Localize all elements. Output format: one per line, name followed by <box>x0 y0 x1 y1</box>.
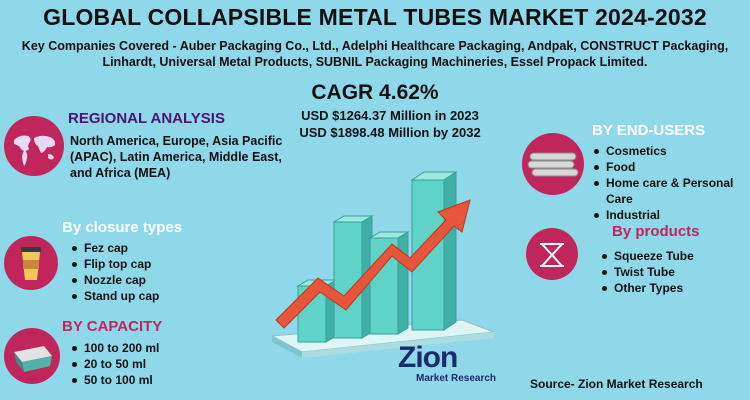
end-users-list: Cosmetics Food Home care & Personal Care… <box>592 143 748 223</box>
usd-2023: USD $1264.37 Million in 2023 <box>301 108 479 123</box>
list-item: Home care & Personal Care <box>592 175 748 207</box>
capacity-heading: BY CAPACITY <box>62 318 163 335</box>
market-values: USD $1264.37 Million in 2023 USD $1898.4… <box>270 107 510 141</box>
list-item: Squeeze Tube <box>600 248 694 264</box>
cagr-value: CAGR 4.62% <box>311 81 439 104</box>
end-users-heading: BY END-USERS <box>592 122 706 139</box>
source-credit: Source- Zion Market Research <box>530 377 703 391</box>
list-item: Flip top cap <box>70 256 159 272</box>
capacity-list: 100 to 200 ml 20 to 50 ml 50 to 100 ml <box>70 340 159 388</box>
growth-arrow <box>275 199 471 329</box>
products-list: Squeeze Tube Twist Tube Other Types <box>600 248 694 296</box>
cup-icon <box>4 236 58 290</box>
list-item: Food <box>592 159 748 175</box>
growth-chart-illustration <box>270 171 495 358</box>
container-icon <box>4 328 60 384</box>
world-map-icon <box>4 116 64 176</box>
list-item: Cosmetics <box>592 143 748 159</box>
logo-name: Zion <box>398 341 458 374</box>
list-item: Nozzle cap <box>70 272 159 288</box>
key-companies: Key Companies Covered - Auber Packaging … <box>21 39 729 69</box>
closure-heading: By closure types <box>62 219 183 236</box>
usd-2032: USD $1898.48 Million by 2032 <box>299 125 481 140</box>
stand-icon <box>526 228 578 280</box>
closure-list: Fez cap Flip top cap Nozzle cap Stand up… <box>70 240 159 304</box>
list-item: Fez cap <box>70 240 159 256</box>
list-item: 50 to 100 ml <box>70 372 159 388</box>
regional-text: North America, Europe, Asia Pacific (APA… <box>70 134 283 180</box>
list-item: Stand up cap <box>70 288 159 304</box>
metal-tubes-icon <box>522 133 584 195</box>
list-item: 100 to 200 ml <box>70 340 159 356</box>
zion-logo: Zion Market Research <box>398 343 498 391</box>
list-item: Twist Tube <box>600 264 694 280</box>
logo-subtitle: Market Research <box>416 373 497 384</box>
regional-heading: REGIONAL ANALYSIS <box>68 110 225 127</box>
products-heading: By products <box>612 223 700 240</box>
page-title: GLOBAL COLLAPSIBLE METAL TUBES MARKET 20… <box>43 4 707 30</box>
list-item: Industrial <box>592 207 748 223</box>
list-item: Other Types <box>600 280 694 296</box>
list-item: 20 to 50 ml <box>70 356 159 372</box>
